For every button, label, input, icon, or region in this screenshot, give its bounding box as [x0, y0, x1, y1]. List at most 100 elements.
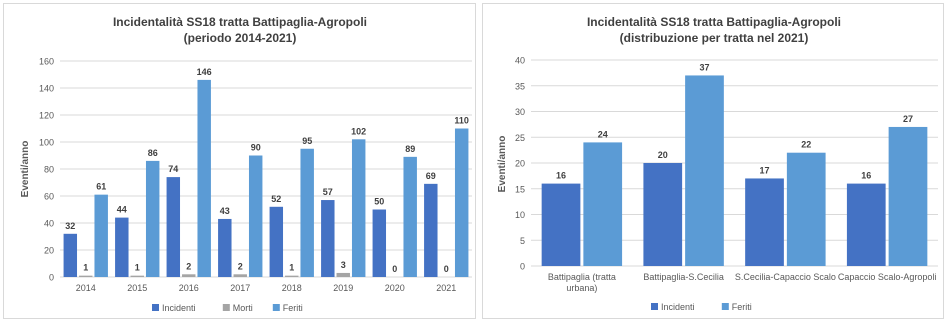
data-label: 0 — [444, 264, 449, 274]
data-label: 2 — [238, 261, 243, 271]
data-label: 37 — [699, 62, 709, 72]
y-tick-label: 160 — [39, 57, 54, 67]
data-label: 89 — [405, 144, 415, 154]
bar — [269, 206, 284, 277]
chart-subtitle: (distribuzione per tratta nel 2021) — [620, 31, 809, 45]
y-tick-label: 80 — [44, 165, 54, 175]
data-label: 102 — [351, 126, 366, 136]
data-label: 1 — [135, 263, 140, 273]
legend-label: Feriti — [283, 303, 303, 313]
y-tick-label: 20 — [44, 246, 54, 256]
data-label: 16 — [556, 171, 566, 181]
data-label: 27 — [903, 114, 913, 124]
bar — [79, 275, 93, 277]
y-tick-label: 35 — [515, 81, 525, 91]
data-label: 2 — [186, 261, 191, 271]
chart-panel-distribution-by-section: Incidentalità SS18 tratta Battipaglia-Ag… — [482, 3, 944, 319]
x-tick-label: 2016 — [179, 283, 199, 293]
bar — [403, 156, 417, 277]
data-label: 61 — [96, 182, 106, 192]
y-axis-label: Eventi/anno — [20, 141, 31, 198]
bar — [130, 275, 144, 277]
bar — [285, 275, 299, 277]
legend-swatch — [272, 304, 280, 311]
y-tick-label: 140 — [39, 84, 54, 94]
x-tick-label: 2017 — [230, 283, 250, 293]
y-tick-label: 0 — [49, 273, 54, 283]
bar — [248, 155, 263, 277]
legend-swatch — [721, 303, 729, 310]
data-label: 57 — [323, 187, 333, 197]
data-label: 44 — [117, 205, 127, 215]
x-tick-label: 2018 — [282, 283, 302, 293]
data-label: 52 — [271, 194, 281, 204]
data-label: 17 — [760, 165, 770, 175]
legend-label: Morti — [233, 303, 253, 313]
bar — [745, 178, 784, 266]
data-label: 3 — [341, 260, 346, 270]
y-tick-label: 5 — [520, 236, 525, 246]
x-tick-label: Battipaglia-S.Cecilia — [643, 272, 724, 282]
data-label: 69 — [426, 171, 436, 181]
y-tick-label: 40 — [515, 56, 525, 66]
bar — [372, 209, 387, 277]
data-label: 146 — [197, 67, 212, 77]
data-label: 22 — [801, 140, 811, 150]
bar — [888, 126, 928, 266]
bar — [541, 183, 581, 266]
legend-swatch — [651, 303, 658, 310]
data-label: 20 — [658, 150, 668, 160]
bar — [336, 272, 350, 277]
bar — [166, 177, 181, 277]
data-label: 43 — [220, 206, 230, 216]
legend-label: Feriti — [732, 302, 752, 312]
data-label: 90 — [251, 143, 261, 153]
chart-title: Incidentalità SS18 tratta Battipaglia-Ag… — [113, 15, 367, 29]
bar — [182, 274, 196, 277]
y-tick-label: 120 — [39, 111, 54, 121]
x-tick-label: S.Cecilia-Capaccio Scalo — [735, 272, 836, 282]
data-label: 16 — [861, 171, 871, 181]
bar — [115, 217, 129, 277]
data-label: 32 — [65, 221, 75, 231]
bar — [846, 183, 886, 266]
x-tick-label: 2014 — [76, 283, 96, 293]
legend-swatch — [152, 304, 159, 311]
chart-subtitle: (periodo 2014-2021) — [184, 31, 297, 45]
bar — [94, 194, 108, 277]
bar — [197, 79, 211, 278]
x-tick-label: 2021 — [436, 283, 456, 293]
y-tick-label: 20 — [515, 159, 525, 169]
chart-distribution-by-section: Incidentalità SS18 tratta Battipaglia-Ag… — [497, 15, 938, 312]
chart-panel-incidents-by-year: Incidentalità SS18 tratta Battipaglia-Ag… — [3, 3, 476, 319]
bar — [583, 142, 623, 266]
x-tick-label: 2020 — [385, 283, 405, 293]
legend-label: Incidenti — [661, 302, 695, 312]
bar — [233, 274, 247, 277]
bar — [424, 183, 438, 277]
x-tick-label: 2015 — [127, 283, 147, 293]
bar — [454, 128, 469, 277]
y-tick-label: 15 — [515, 184, 525, 194]
bar — [63, 233, 78, 277]
chart-title: Incidentalità SS18 tratta Battipaglia-Ag… — [587, 15, 841, 29]
bar — [786, 152, 826, 266]
data-label: 110 — [454, 116, 469, 126]
x-tick-label: Capaccio Scalo-Agropoli — [838, 272, 937, 282]
data-label: 74 — [168, 164, 178, 174]
bar — [685, 75, 724, 266]
x-tick-label: urbana) — [566, 283, 597, 293]
y-tick-label: 30 — [515, 107, 525, 117]
bar — [145, 160, 160, 277]
data-label: 50 — [374, 197, 384, 207]
y-tick-label: 40 — [44, 219, 54, 229]
data-label: 86 — [148, 148, 158, 158]
y-tick-label: 100 — [39, 138, 54, 148]
bar — [218, 218, 232, 277]
bar — [351, 139, 366, 277]
y-tick-label: 0 — [520, 262, 525, 272]
y-tick-label: 10 — [515, 210, 525, 220]
data-label: 1 — [289, 263, 294, 273]
x-tick-label: 2019 — [333, 283, 353, 293]
legend-label: Incidenti — [162, 303, 196, 313]
